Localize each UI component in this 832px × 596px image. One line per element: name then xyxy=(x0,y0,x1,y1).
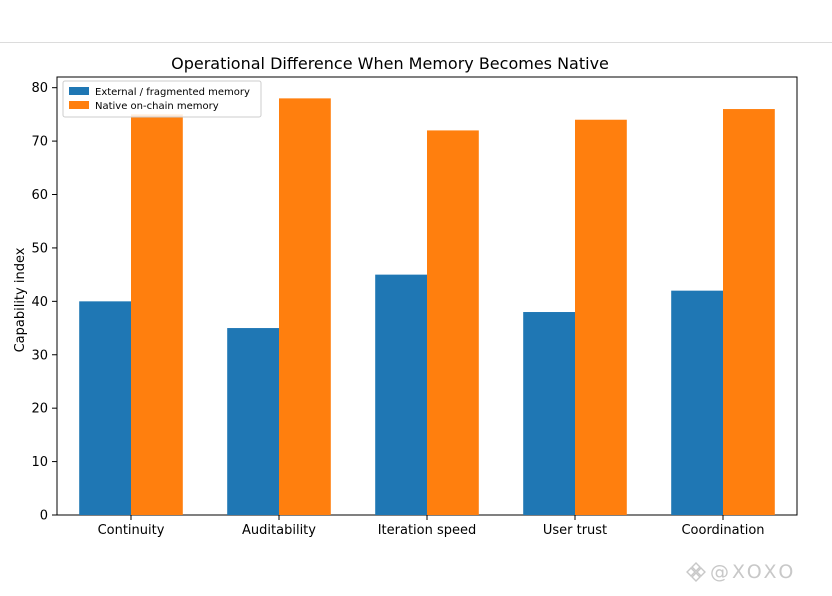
bars xyxy=(79,98,775,516)
binance-logo-icon xyxy=(686,562,706,582)
y-tick-label: 80 xyxy=(31,81,48,96)
bar-native-user-trust xyxy=(575,119,627,516)
bar-native-iteration-speed xyxy=(427,130,479,516)
bar-external-iteration-speed xyxy=(375,274,427,515)
y-tick-label: 60 xyxy=(31,188,48,203)
y-tick-label: 70 xyxy=(31,135,48,150)
chart-title: Operational Difference When Memory Becom… xyxy=(171,54,609,73)
bar-native-continuity xyxy=(131,114,183,515)
bar-external-user-trust xyxy=(523,312,575,515)
bar-external-continuity xyxy=(79,301,131,515)
bar-external-coordination xyxy=(671,290,723,515)
watermark-text: @XOXO xyxy=(710,561,797,583)
legend-box xyxy=(62,80,262,118)
legend-swatch xyxy=(69,101,89,109)
y-tick-label: 50 xyxy=(31,241,48,256)
y-axis-label: Capability index xyxy=(13,247,28,352)
bar-native-auditability xyxy=(279,98,331,516)
legend: External / fragmented memory Native on-ch… xyxy=(62,80,262,118)
x-tick-label: User trust xyxy=(543,523,607,538)
x-tick-label: Iteration speed xyxy=(378,523,477,538)
y-ticks: 0 10 20 30 40 50 60 70 80 xyxy=(31,81,57,524)
x-tick-label: Auditability xyxy=(242,523,316,538)
page-top-background xyxy=(0,0,832,42)
legend-swatch xyxy=(69,87,89,95)
y-tick-label: 20 xyxy=(31,402,48,417)
y-tick-label: 30 xyxy=(31,348,48,363)
x-tick-label: Continuity xyxy=(98,523,165,538)
x-tick-label: Coordination xyxy=(681,523,764,538)
legend-entry-label: Native on-chain memory xyxy=(95,101,219,112)
bar-external-auditability xyxy=(227,328,279,515)
bar-native-coordination xyxy=(723,109,775,516)
legend-entry-label: External / fragmented memory xyxy=(95,87,250,98)
watermark: @XOXO xyxy=(686,560,796,584)
y-tick-label: 10 xyxy=(31,455,48,470)
y-tick-label: 40 xyxy=(31,295,48,310)
x-ticks: Continuity Auditability Iteration speed Use… xyxy=(98,515,765,538)
y-tick-label: 0 xyxy=(40,509,48,524)
